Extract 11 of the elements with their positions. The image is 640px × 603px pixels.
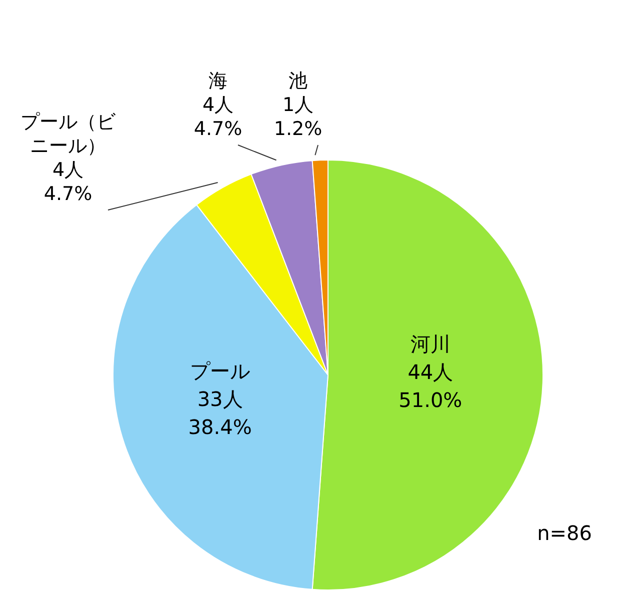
slice-label: 海: [208, 70, 228, 92]
data-label: 4人 4.7%: [194, 94, 242, 140]
slice-label: 河川: [410, 332, 450, 356]
data-label: 44人 51.0%: [398, 360, 462, 412]
slice-label: プール: [190, 359, 250, 384]
data-label: 33人 38.4%: [188, 387, 252, 440]
slice-label: プール（ビニール）: [20, 111, 116, 157]
text: n=86: [537, 521, 592, 545]
data-label: 4人 4.7%: [44, 159, 92, 205]
slice-label: 池: [288, 70, 308, 92]
data-label: 1人 1.2%: [274, 94, 322, 140]
